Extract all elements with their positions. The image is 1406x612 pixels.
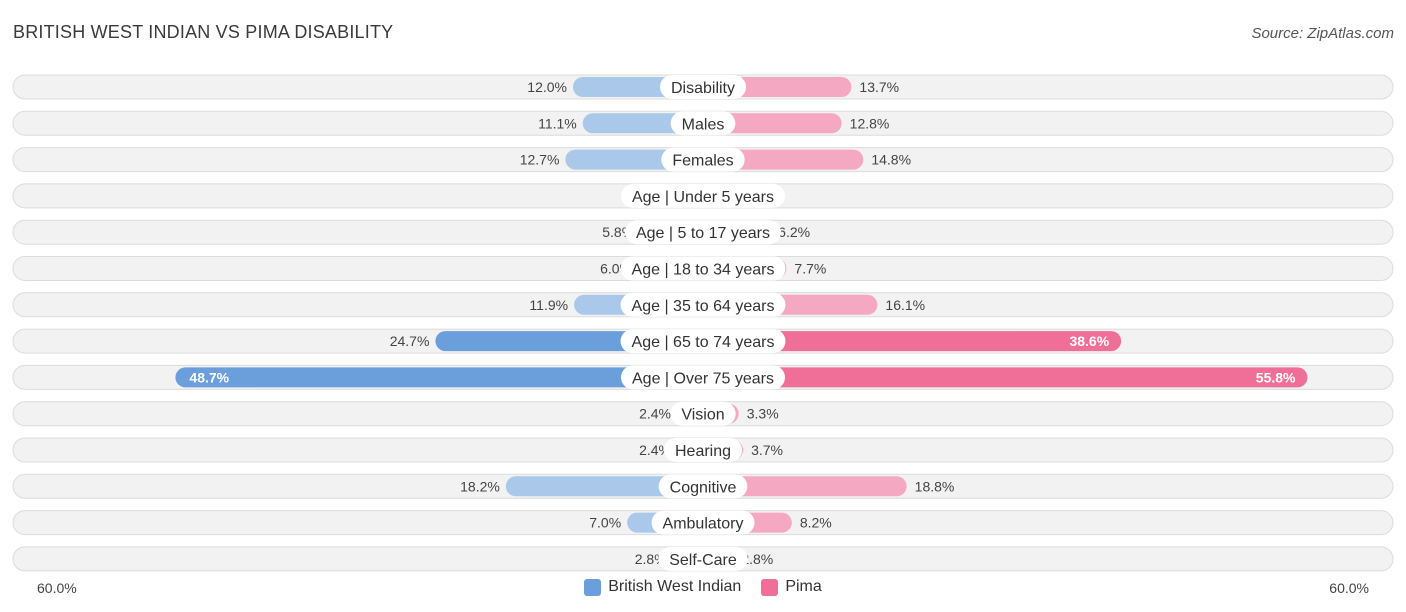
- value-left-age-35-to-64-years: 11.9%: [529, 297, 568, 313]
- category-pill-age-35-to-64-years: [620, 292, 786, 317]
- category-pill-ambulatory: [651, 510, 755, 535]
- value-right-hearing: 3.7%: [751, 442, 783, 458]
- category-label-age-65-to-74-years: Age | 65 to 74 years: [632, 334, 775, 351]
- bar-right-cognitive: [693, 476, 907, 497]
- category-pill-females: [661, 147, 745, 172]
- category-pill-age-5-to-17-years: [624, 220, 782, 245]
- bar-right-age-65-to-74-years: [693, 331, 1122, 352]
- value-left-hearing: 2.4%: [639, 442, 671, 458]
- category-label-age-under-5-years: Age | Under 5 years: [632, 189, 774, 206]
- value-right-males: 12.8%: [850, 115, 890, 131]
- category-label-age-35-to-64-years: Age | 35 to 64 years: [632, 298, 775, 315]
- diverging-bar-chart: 12.0% 13.7% Disability 11.1% 12.8% Males 12.7%…: [12, 74, 1394, 572]
- category-pill-vision: [670, 401, 736, 426]
- value-right-age-18-to-34-years: 7.7%: [794, 261, 826, 277]
- value-right-self-care: 2.8%: [741, 551, 773, 567]
- chart-title: BRITISH WEST INDIAN VS PIMA DISABILITY: [13, 22, 394, 42]
- category-label-self-care: Self-Care: [669, 552, 737, 569]
- value-left-females: 12.7%: [520, 152, 560, 168]
- axis-left-label: 60.0%: [37, 580, 77, 596]
- value-right-cognitive: 18.8%: [915, 478, 955, 494]
- value-right-vision: 3.3%: [747, 406, 779, 422]
- value-left-self-care: 2.8%: [635, 551, 667, 567]
- axis-right-label: 60.0%: [1329, 580, 1369, 596]
- category-pill-age-over-75-years: [621, 365, 785, 390]
- value-left-age-65-to-74-years: 24.7%: [390, 333, 430, 349]
- value-right-disability: 13.7%: [859, 79, 899, 95]
- category-label-vision: Vision: [681, 407, 724, 424]
- category-pill-age-65-to-74-years: [620, 329, 786, 354]
- category-label-hearing: Hearing: [675, 443, 731, 460]
- category-pill-hearing: [663, 438, 743, 462]
- value-left-cognitive: 18.2%: [460, 478, 500, 494]
- legend-label-pima: Pima: [785, 578, 822, 595]
- value-right-ambulatory: 8.2%: [800, 515, 832, 531]
- chart-source: Source: ZipAtlas.com: [1251, 25, 1394, 42]
- category-label-ambulatory: Ambulatory: [663, 516, 744, 533]
- legend-label-british-west-indian: British West Indian: [608, 578, 742, 595]
- bar-left-age-over-75-years: [175, 367, 713, 388]
- category-label-age-over-75-years: Age | Over 75 years: [632, 370, 774, 387]
- bar-right-age-over-75-years: [693, 367, 1308, 388]
- category-pill-self-care: [658, 546, 748, 571]
- value-right-age-over-75-years: 55.8%: [1256, 369, 1296, 385]
- category-label-age-5-to-17-years: Age | 5 to 17 years: [636, 225, 770, 242]
- category-label-females: Females: [672, 153, 733, 170]
- value-right-age-35-to-64-years: 16.1%: [885, 297, 925, 313]
- value-left-age-over-75-years: 48.7%: [189, 369, 229, 385]
- value-right-females: 14.8%: [871, 152, 911, 168]
- category-pill-age-under-5-years: [620, 183, 786, 208]
- value-left-vision: 2.4%: [639, 406, 671, 422]
- legend-swatch-pima: [761, 578, 779, 596]
- category-label-disability: Disability: [671, 80, 735, 97]
- legend-item-british-west-indian[interactable]: British West Indian: [584, 578, 741, 596]
- value-left-males: 11.1%: [538, 115, 577, 131]
- value-left-ambulatory: 7.0%: [589, 515, 621, 531]
- legend-item-pima[interactable]: Pima: [761, 578, 822, 596]
- legend-swatch-british-west-indian: [584, 578, 602, 596]
- category-pill-males: [670, 111, 736, 136]
- value-right-age-5-to-17-years: 6.2%: [778, 224, 810, 240]
- value-right-age-65-to-74-years: 38.6%: [1069, 333, 1109, 349]
- category-pill-age-18-to-34-years: [620, 256, 786, 281]
- category-pill-disability: [659, 75, 747, 99]
- value-left-disability: 12.0%: [527, 79, 567, 95]
- category-label-age-18-to-34-years: Age | 18 to 34 years: [632, 262, 775, 279]
- category-label-males: Males: [682, 116, 725, 133]
- category-label-cognitive: Cognitive: [670, 479, 737, 496]
- legend: British West Indian Pima: [0, 578, 1406, 596]
- category-pill-cognitive: [658, 474, 748, 499]
